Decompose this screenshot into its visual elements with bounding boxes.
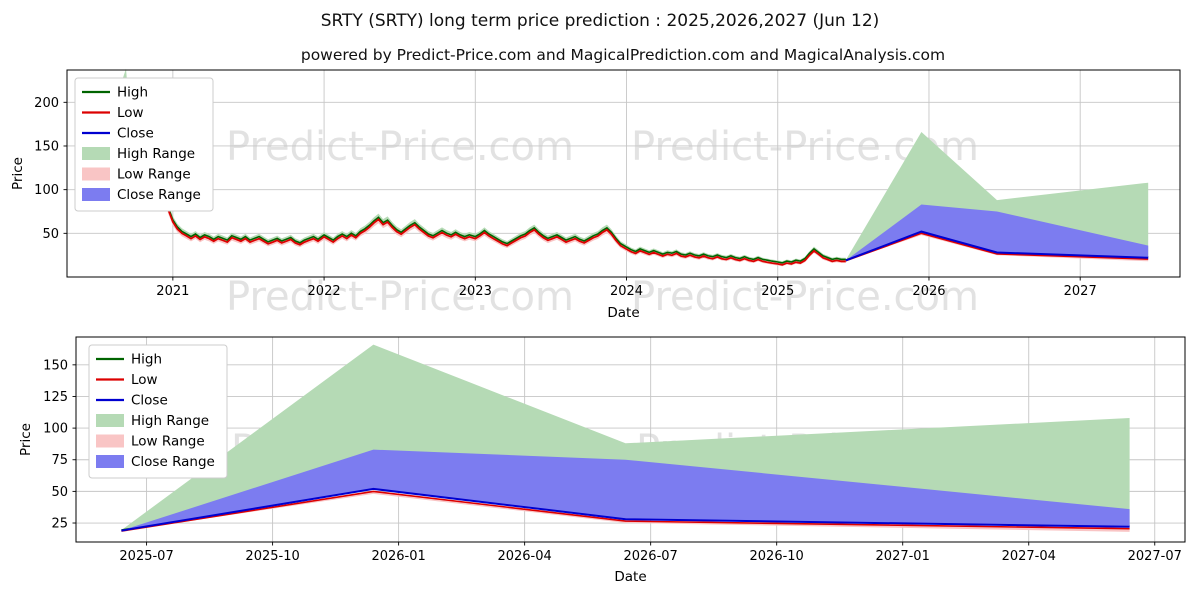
x-tick-label: 2021 <box>156 284 189 299</box>
legend-label: Low Range <box>117 167 191 183</box>
y-tick-label: 75 <box>51 453 68 468</box>
x-tick-label: 2027 <box>1064 284 1097 299</box>
legend-patch-swatch <box>82 188 110 201</box>
legend-patch-swatch <box>82 147 110 160</box>
chart-title: SRTY (SRTY) long term price prediction :… <box>320 11 880 31</box>
x-tick-label: 2025 <box>761 284 794 299</box>
axis-ticks-and-labels: 2021 2022 2023 2024 2025 2026 2027 50 100 150 200 <box>34 96 1097 299</box>
x-tick-label: 2026 <box>912 284 945 299</box>
x-tick-label: 2026-07 <box>623 549 677 564</box>
legend-patch-swatch <box>82 167 110 181</box>
legend-label: Low <box>117 105 144 121</box>
x-tick-label: 2025-07 <box>119 549 173 564</box>
y-tick-label: 125 <box>43 390 68 405</box>
chart-prediction-detail-2025-2027: Predict-Price.comPredict-Price.com2025-0… <box>18 336 1186 585</box>
prediction-close-line <box>121 487 1130 532</box>
y-tick-label: 25 <box>51 517 68 532</box>
prediction-close-range-band <box>121 449 1130 531</box>
legend-label: Close Range <box>131 454 215 470</box>
x-tick-label: 2024 <box>610 284 643 299</box>
x-axis-label: Date <box>607 305 639 321</box>
historical-high-line <box>114 79 846 264</box>
y-tick-label: 100 <box>43 422 68 437</box>
plot-border <box>75 336 1186 543</box>
watermark: Predict-Price.com <box>226 124 574 170</box>
y-tick-label: 150 <box>43 358 68 373</box>
watermark: Predict-Price.com <box>631 274 979 320</box>
legend-patch-swatch <box>96 434 124 448</box>
x-tick-label: 2027-01 <box>876 549 930 564</box>
legend: High Low Close High Range Low Range Close Ran… <box>88 344 228 479</box>
plot-border <box>66 69 1181 278</box>
x-tick-label: 2023 <box>459 284 492 299</box>
y-tick-label: 100 <box>34 183 59 198</box>
legend-label: High Range <box>131 413 209 429</box>
legend: High Low Close High Range Low Range Close Ran… <box>74 77 214 212</box>
y-tick-label: 50 <box>51 485 68 500</box>
y-tick-label: 150 <box>34 139 59 154</box>
x-tick-label: 2026-04 <box>497 549 551 564</box>
legend-patch-swatch <box>96 414 124 427</box>
y-tick-label: 200 <box>34 96 59 111</box>
prediction-low-line <box>121 490 1130 532</box>
legend-label: Close <box>117 126 154 142</box>
chart-subtitle: powered by Predict-Price.com and Magical… <box>300 46 946 64</box>
x-tick-label: 2027-07 <box>1128 549 1182 564</box>
legend-patch-swatch <box>96 455 124 468</box>
prediction-close-range-band <box>845 204 1149 261</box>
prediction-close-line <box>845 230 1149 262</box>
watermark: Predict-Price.com <box>226 274 574 320</box>
historical-low-line <box>114 81 846 266</box>
y-tick-label: 50 <box>42 227 59 242</box>
legend-label: High <box>131 352 162 368</box>
gridlines <box>67 70 1180 277</box>
x-tick-label: 2026-01 <box>371 549 425 564</box>
x-tick-label: 2025-10 <box>245 549 299 564</box>
x-tick-label: 2026-10 <box>750 549 804 564</box>
x-tick-label: 2022 <box>308 284 341 299</box>
legend-label: High Range <box>117 146 195 162</box>
axis-ticks-and-labels: 2025-07 2025-10 2026-01 2026-04 2026-07 2026-… <box>43 358 1182 564</box>
legend-label: Low Range <box>131 434 205 450</box>
legend-label: Close <box>131 393 168 409</box>
x-axis-label: Date <box>614 569 646 585</box>
y-axis-label: Price <box>18 423 34 456</box>
x-tick-label: 2027-04 <box>1002 549 1056 564</box>
chart-history-and-long-term-prediction: Predict-Price.com Predict-Price.com Predic… <box>10 68 1181 321</box>
legend-label: Close Range <box>117 187 201 203</box>
legend-label: High <box>117 85 148 101</box>
y-axis-label: Price <box>10 157 26 190</box>
legend-label: Low <box>131 372 158 388</box>
